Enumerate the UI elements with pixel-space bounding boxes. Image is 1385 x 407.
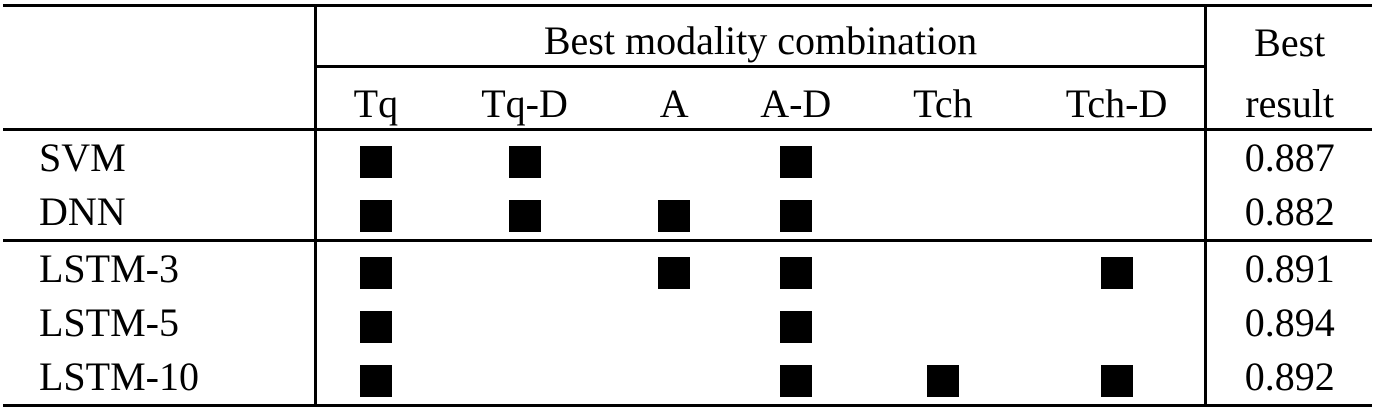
mark-cell-a-d bbox=[734, 350, 858, 407]
table-row: LSTM-5 0.894 bbox=[3, 296, 1372, 350]
header-row-2: Tq Tq-D A A-D Tch Tch-D result bbox=[3, 65, 1372, 130]
mark-cell-tq bbox=[315, 185, 435, 241]
mark-cell-tq bbox=[315, 350, 436, 407]
selected-square-icon bbox=[658, 199, 691, 232]
model-name: LSTM-10 bbox=[39, 354, 199, 399]
best-result-cell: 0.894 bbox=[1206, 296, 1372, 350]
best-result-value: 0.882 bbox=[1244, 189, 1335, 234]
model-name: LSTM-5 bbox=[39, 300, 179, 345]
mark-cell-tq-d bbox=[435, 239, 614, 296]
best-result-value: 0.894 bbox=[1244, 300, 1335, 345]
mark-cell-a bbox=[614, 296, 735, 350]
header-result-line1: Best bbox=[1205, 4, 1372, 67]
mark-cell-tch bbox=[857, 239, 1029, 296]
selected-square-icon bbox=[926, 364, 959, 397]
mark-cell-tch-d bbox=[1028, 185, 1208, 241]
mark-cell-tq-d bbox=[435, 296, 614, 350]
model-name: LSTM-3 bbox=[39, 246, 179, 291]
best-result-value: 0.887 bbox=[1244, 135, 1335, 180]
mark-cell-a bbox=[614, 185, 735, 241]
selected-square-icon bbox=[359, 145, 392, 178]
selected-square-icon bbox=[779, 364, 812, 397]
column-header-tq: Tq bbox=[315, 65, 436, 130]
selected-square-icon bbox=[779, 199, 812, 232]
best-result-cell: 0.891 bbox=[1205, 239, 1372, 296]
table-body: SVM 0.887 DNN 0.882 LSTM-3 0.891 LSTM-5 0.894 LS… bbox=[3, 128, 1372, 407]
mark-cell-a bbox=[613, 350, 735, 407]
mark-cell-tq bbox=[315, 296, 435, 350]
mark-cell-a bbox=[613, 239, 735, 296]
header-row-1: Best modality combination Best bbox=[3, 4, 1372, 67]
header-result-line2: result bbox=[1245, 81, 1335, 126]
column-header-tch: Tch bbox=[857, 65, 1029, 130]
model-name-cell: SVM bbox=[3, 128, 317, 185]
selected-square-icon bbox=[779, 145, 812, 178]
mark-cell-a-d bbox=[734, 239, 858, 296]
model-name-cell: LSTM-3 bbox=[3, 239, 317, 296]
selected-square-icon bbox=[359, 199, 392, 232]
selected-square-icon bbox=[359, 310, 392, 343]
mark-cell-a bbox=[613, 128, 735, 185]
mark-cell-tq-d bbox=[435, 185, 614, 241]
model-name: SVM bbox=[39, 135, 126, 180]
mark-cell-tch-d bbox=[1028, 350, 1208, 407]
best-result-cell: 0.882 bbox=[1206, 185, 1372, 241]
mark-cell-a-d bbox=[734, 128, 858, 185]
model-name: DNN bbox=[39, 189, 126, 234]
model-name-cell: LSTM-5 bbox=[3, 296, 317, 350]
mark-cell-tch bbox=[857, 185, 1029, 241]
mark-cell-tq bbox=[315, 128, 436, 185]
column-header-a-d: A-D bbox=[734, 65, 858, 130]
model-name-cell: LSTM-10 bbox=[3, 350, 317, 407]
table-row: SVM 0.887 bbox=[3, 128, 1372, 185]
selected-square-icon bbox=[779, 256, 812, 289]
header-empty-cell-2 bbox=[3, 66, 317, 130]
table-row: DNN 0.882 bbox=[3, 185, 1372, 241]
mark-cell-tq-d bbox=[435, 350, 614, 407]
selected-square-icon bbox=[359, 256, 392, 289]
mark-cell-tch bbox=[857, 350, 1029, 407]
selected-square-icon bbox=[508, 199, 541, 232]
mark-cell-tch bbox=[857, 296, 1029, 350]
mark-cell-tch-d bbox=[1028, 239, 1208, 296]
mark-cell-tq bbox=[315, 239, 436, 296]
column-header-tch-d: Tch-D bbox=[1028, 65, 1208, 130]
table-row: LSTM-3 0.891 bbox=[3, 239, 1372, 296]
table-row: LSTM-10 0.892 bbox=[3, 350, 1372, 407]
header-group-label: Best modality combination bbox=[315, 4, 1208, 67]
best-result-value: 0.892 bbox=[1244, 354, 1335, 399]
mark-cell-tch bbox=[857, 128, 1029, 185]
column-header-a: A bbox=[613, 65, 735, 130]
mark-cell-tq-d bbox=[435, 128, 614, 185]
mark-cell-tch-d bbox=[1028, 128, 1208, 185]
selected-square-icon bbox=[508, 145, 541, 178]
selected-square-icon bbox=[1100, 256, 1133, 289]
mark-cell-a-d bbox=[734, 296, 857, 350]
selected-square-icon bbox=[359, 364, 392, 397]
header-empty-cell bbox=[3, 4, 317, 67]
mark-cell-tch-d bbox=[1028, 296, 1208, 350]
selected-square-icon bbox=[779, 310, 812, 343]
best-result-cell: 0.887 bbox=[1205, 128, 1372, 185]
mark-cell-a-d bbox=[734, 185, 857, 241]
results-table-container: Best modality combination Best Tq Tq-D A… bbox=[3, 4, 1372, 407]
best-result-cell: 0.892 bbox=[1205, 350, 1372, 407]
selected-square-icon bbox=[658, 256, 691, 289]
best-result-value: 0.891 bbox=[1244, 246, 1335, 291]
model-name-cell: DNN bbox=[3, 185, 317, 241]
selected-square-icon bbox=[1100, 364, 1133, 397]
modality-results-table: Best modality combination Best Tq Tq-D A… bbox=[3, 4, 1372, 407]
column-header-tq-d: Tq-D bbox=[435, 65, 614, 130]
